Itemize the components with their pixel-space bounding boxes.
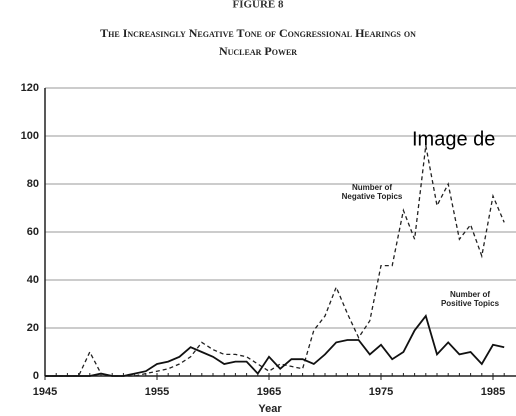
overlay-text: Image de: [412, 128, 495, 150]
series-label: Number of: [450, 290, 490, 299]
series-label: Number of: [352, 183, 392, 192]
chart-title: Nuclear Power: [219, 44, 297, 58]
y-tick-label: 60: [27, 226, 39, 238]
x-axis-label: Year: [258, 403, 282, 415]
series-label: Positive Topics: [441, 299, 500, 308]
x-tick-label: 1975: [369, 386, 393, 398]
y-tick-label: 0: [33, 370, 39, 382]
chart-title: The Increasingly Negative Tone of Congre…: [100, 26, 416, 40]
x-tick-label: 1965: [257, 386, 281, 398]
figure-label: FIGURE 8: [232, 0, 284, 11]
y-tick-label: 120: [21, 82, 39, 94]
plot-area: 0 20 40 60 80 100 120 1945 1955 1965 1975 1985 Numbe…: [21, 82, 516, 398]
x-tick-label: 1955: [145, 386, 169, 398]
x-tick-label: 1945: [33, 386, 57, 398]
y-tick-label: 80: [27, 178, 39, 190]
x-tick-label: 1985: [481, 386, 505, 398]
y-tick-label: 40: [27, 274, 39, 286]
series-label: Negative Topics: [342, 192, 403, 201]
y-tick-label: 20: [27, 322, 39, 334]
y-tick-label: 100: [21, 130, 39, 142]
data-line: [45, 314, 505, 377]
